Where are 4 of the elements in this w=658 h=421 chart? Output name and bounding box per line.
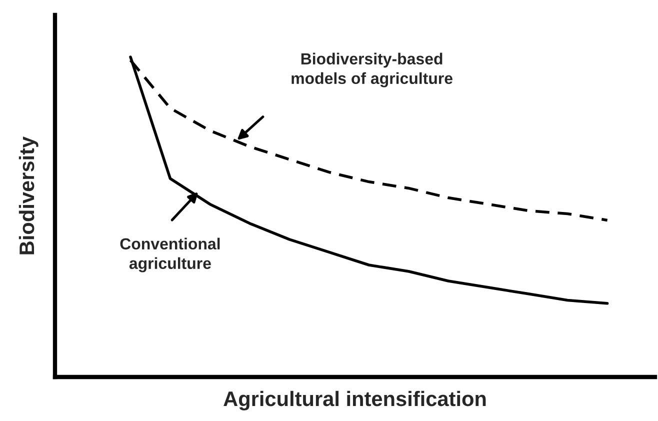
x-axis-title: Agricultural intensification bbox=[224, 390, 486, 410]
annotation: Conventional agriculture bbox=[120, 238, 220, 272]
annotation: Biodiversity-based models of agriculture bbox=[292, 52, 452, 88]
y-axis-title: Biodiversity bbox=[18, 136, 38, 254]
